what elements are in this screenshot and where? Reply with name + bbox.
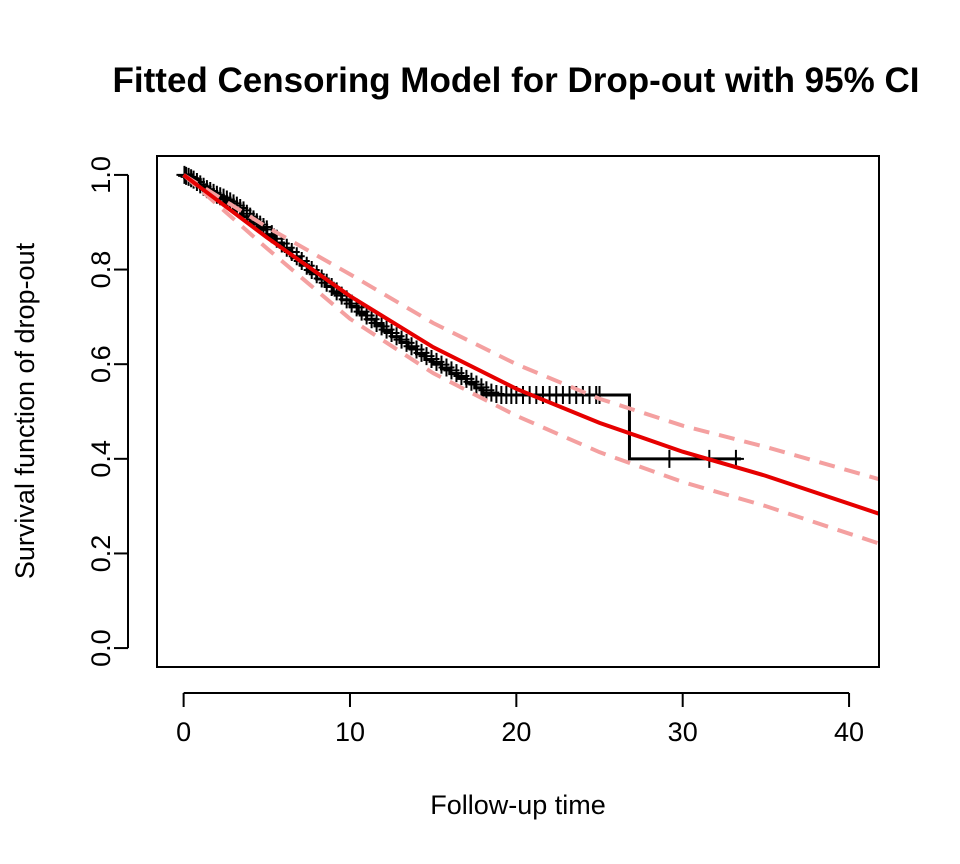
fitted-curve — [182, 173, 879, 516]
y-axis: 0.0 0.2 0.4 0.6 0.8 1.0 — [86, 156, 129, 667]
plot-area — [176, 165, 879, 546]
x-axis: 0 10 20 30 40 — [176, 692, 864, 747]
x-tick-label: 0 — [176, 717, 191, 747]
km-layer — [176, 165, 744, 468]
x-tick-label: 20 — [501, 717, 531, 747]
fit-layer — [182, 173, 879, 516]
y-tick-label: 0.4 — [86, 440, 116, 478]
upper-95ci-line — [182, 173, 879, 482]
x-tick-label: 10 — [335, 717, 365, 747]
x-tick-label: 40 — [834, 717, 864, 747]
censor-mark — [727, 449, 744, 468]
y-tick-label: 0.2 — [86, 535, 116, 573]
y-tick-label: 0.6 — [86, 345, 116, 383]
y-axis-label: Survival function of drop-out — [10, 242, 40, 579]
x-tick-label: 30 — [668, 717, 698, 747]
y-tick-label: 1.0 — [86, 156, 116, 194]
x-axis-label: Follow-up time — [430, 790, 606, 820]
y-tick-label: 0.8 — [86, 251, 116, 289]
ci-layer — [182, 173, 879, 546]
lower-95ci-line — [182, 173, 879, 546]
plot-frame — [156, 155, 880, 668]
y-tick-label: 0.0 — [86, 629, 116, 667]
censor-mark — [591, 385, 608, 404]
chart-title: Fitted Censoring Model for Drop-out with… — [113, 61, 920, 100]
censor-mark — [661, 449, 678, 468]
